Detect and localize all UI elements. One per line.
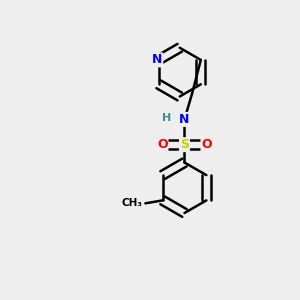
Text: CH₃: CH₃	[122, 198, 143, 208]
Text: H: H	[162, 113, 171, 123]
Text: O: O	[157, 138, 167, 151]
Text: N: N	[152, 53, 162, 66]
Text: S: S	[180, 138, 189, 151]
Text: N: N	[179, 113, 190, 126]
Text: O: O	[202, 138, 212, 151]
